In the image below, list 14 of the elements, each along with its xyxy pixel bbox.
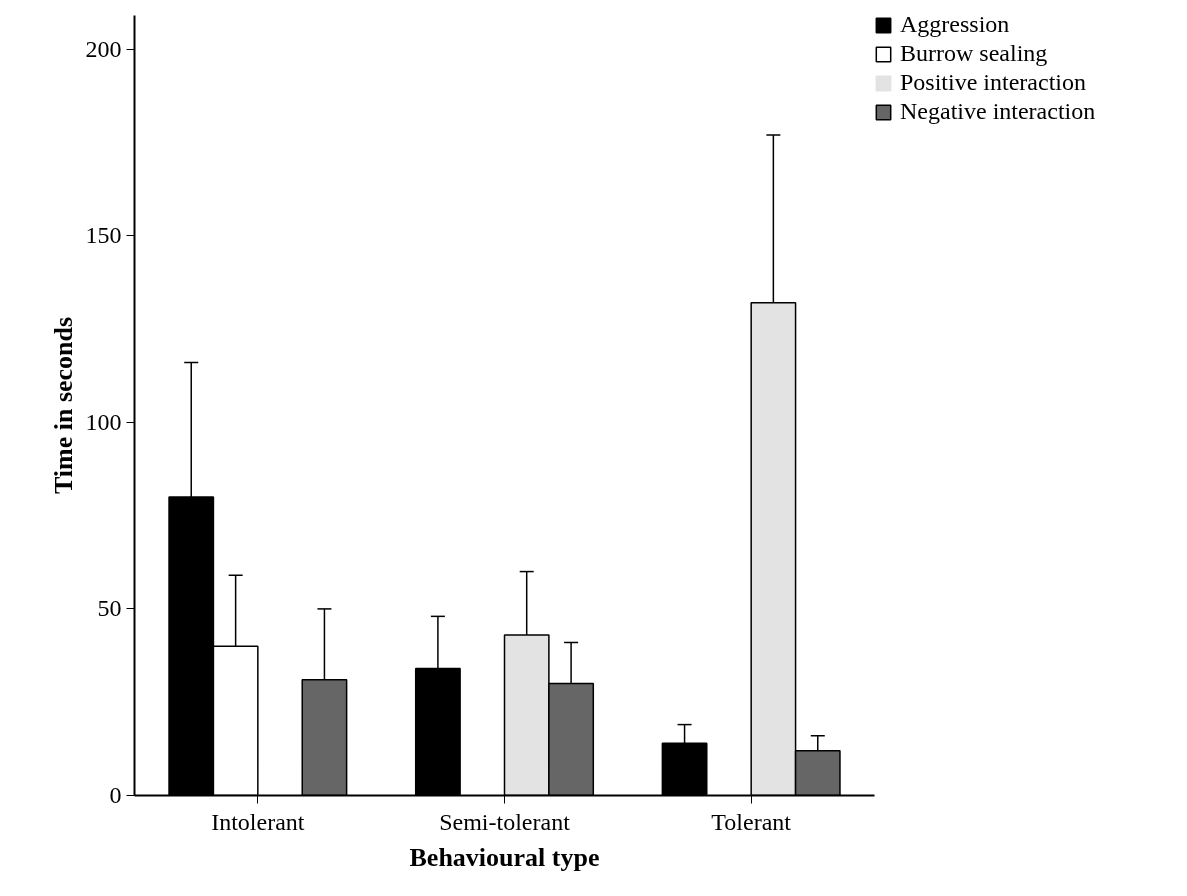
legend-label: Positive interaction (900, 69, 1086, 96)
x-tick-label: Tolerant (711, 808, 792, 835)
y-tick-label: 200 (85, 35, 122, 62)
x-tick-label: Semi-tolerant (439, 808, 571, 835)
y-tick-label: 150 (85, 222, 122, 249)
x-tick-label: Intolerant (211, 808, 305, 835)
x-axis-title: Behavioural type (409, 842, 600, 872)
legend-label: Burrow sealing (900, 40, 1048, 67)
y-axis-title: Time in seconds (48, 316, 78, 495)
legend-label: Aggression (900, 11, 1010, 38)
y-tick-label: 0 (109, 782, 122, 808)
y-tick-label: 100 (85, 408, 122, 435)
legend-label: Negative interaction (900, 98, 1096, 125)
y-tick-label: 50 (97, 595, 122, 622)
